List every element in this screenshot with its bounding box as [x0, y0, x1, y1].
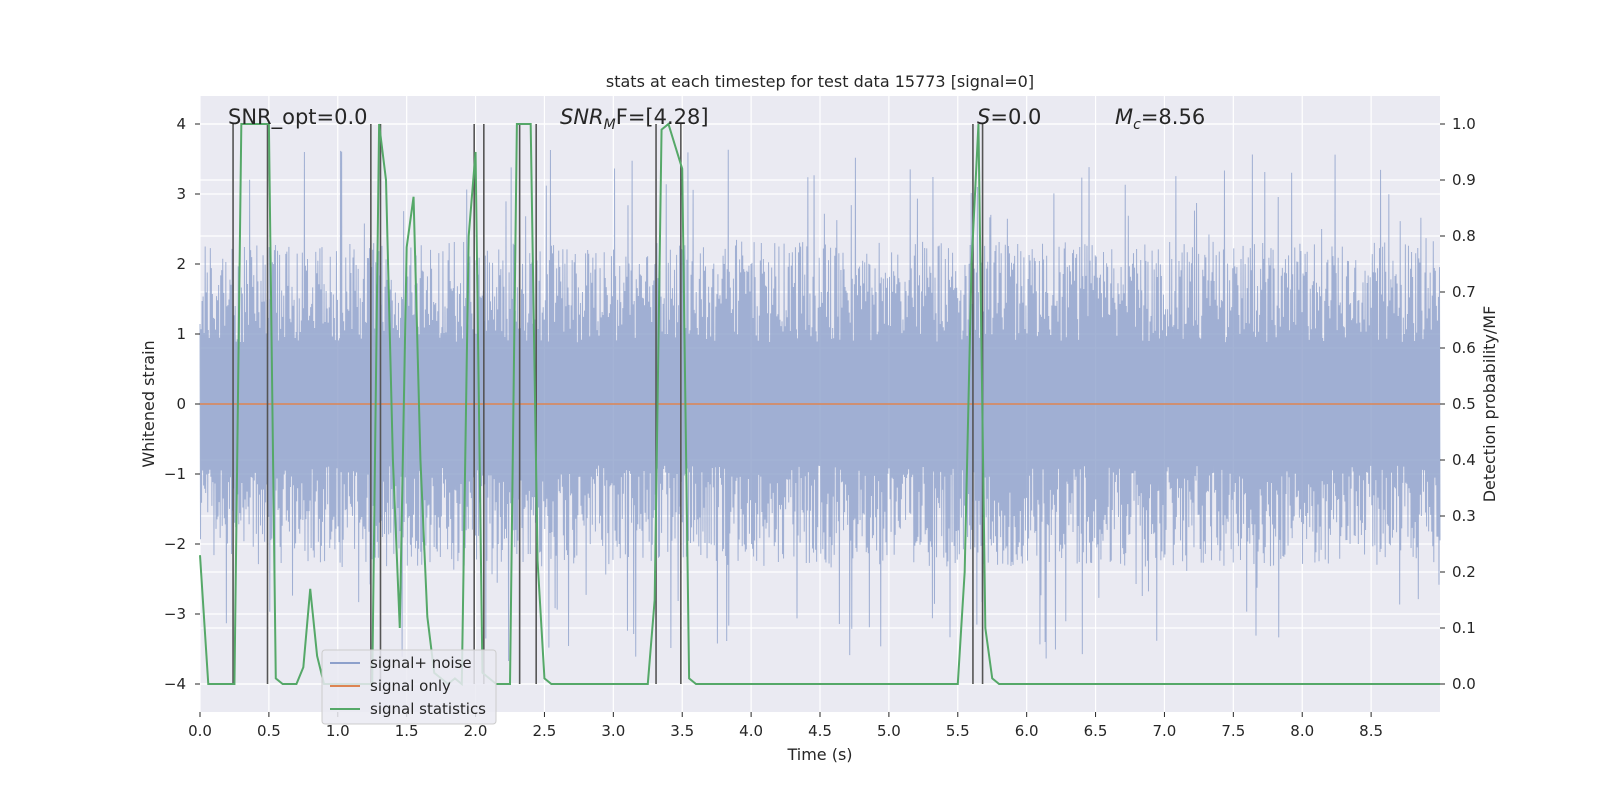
legend-label-signal-only: signal only — [370, 677, 451, 695]
y2-tick-label: 0.5 — [1452, 395, 1476, 413]
annotation-mc: Mc=8.56 — [1115, 105, 1205, 133]
y2-tick-label: 0.9 — [1452, 171, 1476, 189]
x-tick-label: 5.5 — [946, 722, 970, 740]
y-axis-label: Whitened strain — [139, 340, 158, 467]
x-tick-label: 0.5 — [257, 722, 281, 740]
legend-label-signal-noise: signal+ noise — [370, 654, 472, 672]
y2-tick-label: 0.4 — [1452, 451, 1476, 469]
y-tick-label: 0 — [176, 395, 186, 413]
chart-title: stats at each timestep for test data 157… — [606, 72, 1034, 91]
annotation-mc-sub: c — [1133, 117, 1141, 133]
ticks-layer: 0.0 0.5 1.0 1.5 2.0 2.5 3.0 3.5 4.0 4.5 5.0 5.5 6.0 6… — [164, 115, 1476, 740]
y-tick-label: −3 — [164, 605, 186, 623]
annotation-snr-mf: SNRMF=[4.28] — [560, 105, 709, 133]
y2-axis-label: Detection probability/MF — [1480, 306, 1499, 503]
legend-box — [321, 649, 497, 725]
annotation-mc-value: =8.56 — [1141, 105, 1205, 129]
x-tick-label: 4.5 — [808, 722, 832, 740]
noise-layer — [199, 149, 1441, 662]
annotation-snr-mf-base: SNR — [560, 105, 604, 129]
x-tick-label: 6.0 — [1015, 722, 1039, 740]
legend: signal+ noise signal only signal statist… — [321, 649, 497, 725]
y2-tick-label: 0.7 — [1452, 283, 1476, 301]
x-axis-label: Time (s) — [786, 745, 852, 764]
legend-label-signal-statistics: signal statistics — [370, 700, 486, 718]
x-tick-label: 2.0 — [464, 722, 488, 740]
signal-noise-line — [199, 149, 1441, 662]
x-tick-label: 8.5 — [1359, 722, 1383, 740]
y2-tick-label: 1.0 — [1452, 115, 1476, 133]
vertical-markers — [232, 124, 984, 684]
x-tick-label: 4.0 — [739, 722, 763, 740]
x-tick-label: 8.0 — [1290, 722, 1314, 740]
annotation-s: S=0.0 — [977, 105, 1041, 129]
annotation-s-value: =0.0 — [990, 105, 1041, 129]
x-tick-label: 1.0 — [326, 722, 350, 740]
annotation-s-label: S — [977, 105, 990, 129]
y2-tick-label: 0.6 — [1452, 339, 1476, 357]
x-tick-label: 7.0 — [1153, 722, 1177, 740]
x-tick-label: 2.5 — [533, 722, 557, 740]
x-tick-label: 6.5 — [1084, 722, 1108, 740]
annotation-mc-base: M — [1115, 105, 1133, 129]
x-tick-label: 1.5 — [395, 722, 419, 740]
x-tick-label: 3.5 — [670, 722, 694, 740]
y-tick-label: −4 — [164, 675, 186, 693]
y-tick-label: 1 — [176, 325, 186, 343]
y-tick-label: 4 — [176, 115, 186, 133]
y2-tick-label: 0.3 — [1452, 507, 1476, 525]
annotation-snr-mf-rest: F=[4.28] — [616, 105, 709, 129]
annotation-snr-mf-sub: M — [604, 117, 616, 133]
y2-tick-label: 0.0 — [1452, 675, 1476, 693]
x-tick-label: 0.0 — [188, 722, 212, 740]
y-tick-label: 2 — [176, 255, 186, 273]
x-tick-label: 5.0 — [877, 722, 901, 740]
y2-tick-label: 0.8 — [1452, 227, 1476, 245]
x-tick-label: 7.5 — [1221, 722, 1245, 740]
x-tick-label: 3.0 — [601, 722, 625, 740]
y-tick-label: −1 — [164, 465, 186, 483]
y-tick-label: −2 — [164, 535, 186, 553]
annotation-snr-opt: SNR_opt=0.0 — [228, 105, 368, 130]
y2-tick-label: 0.1 — [1452, 619, 1476, 637]
y2-tick-label: 0.2 — [1452, 563, 1476, 581]
y-tick-label: 3 — [176, 185, 186, 203]
